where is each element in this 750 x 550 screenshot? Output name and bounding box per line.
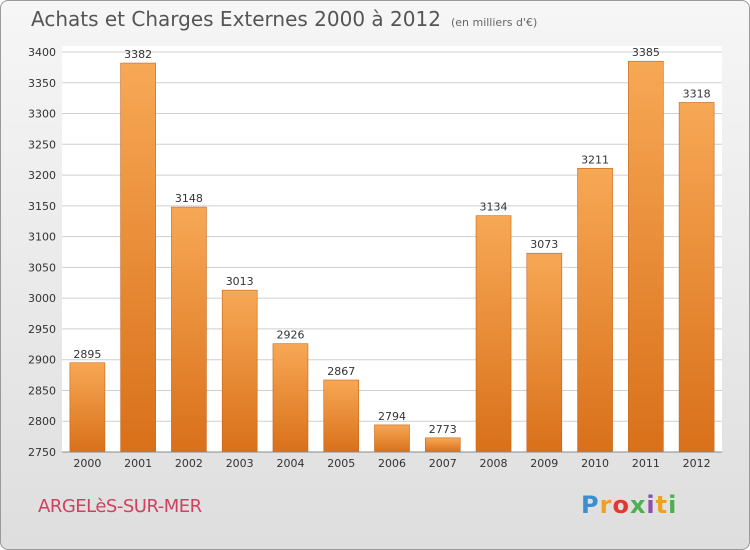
y-tick-label: 3100 (28, 231, 56, 244)
y-tick-label: 2800 (28, 415, 56, 428)
data-label: 3318 (683, 87, 711, 100)
bar (374, 424, 410, 453)
data-label: 3211 (581, 153, 609, 166)
y-tick-label: 3050 (28, 261, 56, 274)
data-label: 3385 (632, 46, 660, 59)
y-tick-label: 3250 (28, 138, 56, 151)
bar (526, 252, 563, 453)
x-tick-label: 2011 (632, 457, 660, 470)
data-label: 3073 (530, 238, 558, 251)
y-axis-labels: 2750 2800 2850 2900 2950 3000 3050 3100 3150 3200… (28, 46, 56, 459)
y-tick-label: 2900 (28, 354, 56, 367)
chart-unit: (en milliers d'€) (450, 16, 538, 29)
brand-logo: Proxiti (581, 491, 678, 519)
data-label: 3148 (175, 192, 203, 205)
bar (577, 168, 613, 453)
chart-title-text: Achats et Charges Externes 2000 à 2012 (31, 7, 441, 31)
data-label: 2867 (327, 365, 355, 378)
data-labels: 2895 3382 3148 3013 2926 2867 2794 2773 3134 3073… (73, 46, 710, 436)
data-label: 3134 (480, 201, 508, 214)
x-tick-label: 2006 (378, 457, 406, 470)
plot-area (62, 46, 722, 452)
y-tick-label: 2950 (28, 323, 56, 336)
data-label: 2794 (378, 410, 406, 423)
x-tick-label: 2001 (124, 457, 152, 470)
y-tick-label: 2850 (28, 384, 56, 397)
data-label: 2926 (276, 329, 304, 342)
bar (678, 102, 715, 453)
x-tick-label: 2009 (530, 457, 558, 470)
city-name: ARGELèS-SUR-MER (38, 496, 202, 517)
x-tick-label: 2005 (327, 457, 355, 470)
x-tick-label: 2000 (73, 457, 101, 470)
y-tick-label: 2750 (28, 446, 56, 459)
x-axis-labels: 2000 2001 2002 2003 2004 2005 2006 2007 2008 2009… (73, 457, 710, 470)
x-tick-label: 2004 (276, 457, 304, 470)
x-tick-label: 2012 (683, 457, 711, 470)
bar (120, 62, 156, 453)
bar (628, 60, 664, 453)
data-label: 2895 (73, 348, 101, 361)
x-tick-label: 2007 (429, 457, 457, 470)
x-tick-label: 2010 (581, 457, 609, 470)
y-tick-label: 3000 (28, 292, 56, 305)
bar (475, 215, 512, 453)
bar (221, 289, 258, 453)
x-tick-label: 2003 (226, 457, 254, 470)
y-tick-label: 3350 (28, 77, 56, 90)
data-label: 3013 (226, 275, 254, 288)
data-label: 3382 (124, 48, 152, 61)
y-tick-label: 3400 (28, 46, 56, 59)
y-tick-label: 3200 (28, 169, 56, 182)
bar (69, 362, 106, 453)
bar (272, 343, 309, 453)
x-tick-label: 2002 (175, 457, 203, 470)
y-tick-label: 3300 (28, 108, 56, 121)
bar (424, 437, 461, 453)
x-tick-label: 2008 (480, 457, 508, 470)
bar (171, 206, 207, 453)
y-tick-label: 3150 (28, 200, 56, 213)
data-label: 2773 (429, 423, 457, 436)
chart-title: Achats et Charges Externes 2000 à 2012 (e… (31, 7, 537, 31)
bar (323, 379, 360, 453)
